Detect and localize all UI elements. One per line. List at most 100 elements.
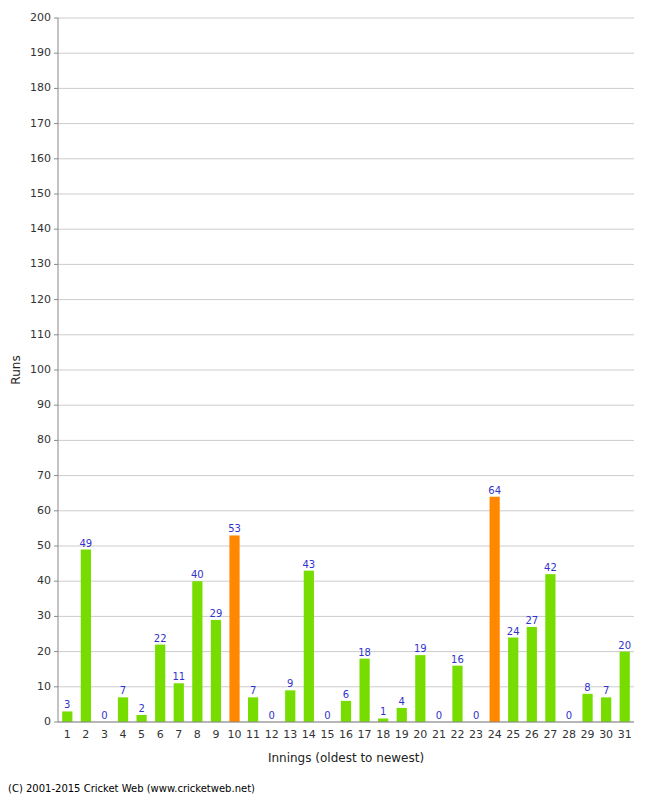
bar xyxy=(192,581,202,722)
bar xyxy=(285,690,295,722)
x-axis-label: Innings (oldest to newest) xyxy=(268,751,424,765)
bar xyxy=(118,697,128,722)
data-label: 3 xyxy=(64,699,70,710)
x-tick-label: 2 xyxy=(82,728,89,741)
data-label: 6 xyxy=(343,689,349,700)
x-tick-label: 29 xyxy=(581,728,595,741)
x-axis-line xyxy=(58,722,634,723)
bar xyxy=(397,708,407,722)
y-tick-label: 200 xyxy=(30,11,51,24)
y-tick-label: 150 xyxy=(30,187,51,200)
y-tick xyxy=(54,229,58,230)
x-tick-label: 11 xyxy=(246,728,260,741)
y-tick-label: 90 xyxy=(37,398,51,411)
x-tick-label: 15 xyxy=(320,728,334,741)
x-tick-label: 24 xyxy=(488,728,502,741)
grid-line xyxy=(58,53,634,54)
y-tick-label: 110 xyxy=(30,328,51,341)
data-label: 7 xyxy=(250,685,256,696)
bar xyxy=(229,535,239,722)
data-label: 9 xyxy=(287,678,293,689)
x-tick-label: 7 xyxy=(175,728,182,741)
y-tick-label: 180 xyxy=(30,81,51,94)
x-tick-label: 8 xyxy=(194,728,201,741)
bar xyxy=(582,694,592,722)
data-label: 22 xyxy=(154,633,167,644)
y-tick-label: 190 xyxy=(30,46,51,59)
x-axis: 1234567891011121314151617181920212223242… xyxy=(64,728,632,741)
x-tick-label: 26 xyxy=(525,728,539,741)
grid-line xyxy=(58,18,634,19)
y-tick xyxy=(54,510,58,511)
y-tick xyxy=(54,53,58,54)
bar xyxy=(81,550,91,722)
grid-line xyxy=(58,299,634,300)
grid-line xyxy=(58,264,634,265)
x-tick-label: 17 xyxy=(358,728,372,741)
grid-line xyxy=(58,546,634,547)
x-tick-label: 5 xyxy=(138,728,145,741)
grid xyxy=(58,18,634,722)
bar xyxy=(304,571,314,722)
y-tick-label: 30 xyxy=(37,609,51,622)
data-label: 20 xyxy=(618,640,631,651)
data-label: 7 xyxy=(603,685,609,696)
grid-line xyxy=(58,194,634,195)
y-tick xyxy=(54,686,58,687)
x-tick-label: 4 xyxy=(120,728,127,741)
y-tick-label: 0 xyxy=(44,715,51,728)
x-tick-label: 25 xyxy=(506,728,520,741)
grid-line xyxy=(58,475,634,476)
y-tick-label: 160 xyxy=(30,152,51,165)
y-tick xyxy=(54,123,58,124)
grid-line xyxy=(58,158,634,159)
y-tick-label: 140 xyxy=(30,222,51,235)
bar xyxy=(452,666,462,722)
x-tick-label: 23 xyxy=(469,728,483,741)
y-tick-label: 20 xyxy=(37,645,51,658)
x-tick-label: 1 xyxy=(64,728,71,741)
data-label: 40 xyxy=(191,569,204,580)
y-tick-label: 60 xyxy=(37,504,51,517)
x-tick-label: 3 xyxy=(101,728,108,741)
bar xyxy=(211,620,221,722)
y-tick xyxy=(54,299,58,300)
data-label: 0 xyxy=(324,710,330,721)
y-axis: 0102030405060708090100110120130140150160… xyxy=(30,11,58,728)
data-label: 0 xyxy=(566,710,572,721)
data-label: 0 xyxy=(101,710,107,721)
data-label: 18 xyxy=(358,647,371,658)
x-tick-label: 6 xyxy=(157,728,164,741)
grid-line xyxy=(58,440,634,441)
data-label: 16 xyxy=(451,654,464,665)
data-label: 1 xyxy=(380,706,386,717)
y-axis-label: Runs xyxy=(9,355,23,384)
data-label: 2 xyxy=(138,703,144,714)
grid-line xyxy=(58,123,634,124)
y-tick-label: 80 xyxy=(37,433,51,446)
page: {"chart_data": {"type": "bar", "xlabel":… xyxy=(0,0,650,800)
y-tick xyxy=(54,546,58,547)
bars xyxy=(62,497,630,722)
data-label: 0 xyxy=(473,710,479,721)
chart-container: 0102030405060708090100110120130140150160… xyxy=(0,0,650,800)
data-label: 49 xyxy=(80,538,93,549)
y-tick xyxy=(54,722,58,723)
bar xyxy=(378,718,388,722)
grid-line xyxy=(58,370,634,371)
bar xyxy=(341,701,351,722)
data-labels: 3490722211402953709430618141901606424274… xyxy=(64,485,631,721)
y-tick xyxy=(54,194,58,195)
grid-line xyxy=(58,88,634,89)
bar xyxy=(359,659,369,722)
bar xyxy=(601,697,611,722)
y-tick-label: 10 xyxy=(37,680,51,693)
data-label: 8 xyxy=(584,682,590,693)
y-tick-label: 170 xyxy=(30,117,51,130)
bar xyxy=(174,683,184,722)
bar xyxy=(137,715,147,722)
data-label: 4 xyxy=(399,696,405,707)
x-tick-label: 20 xyxy=(413,728,427,741)
y-tick xyxy=(54,651,58,652)
x-tick-label: 30 xyxy=(599,728,613,741)
